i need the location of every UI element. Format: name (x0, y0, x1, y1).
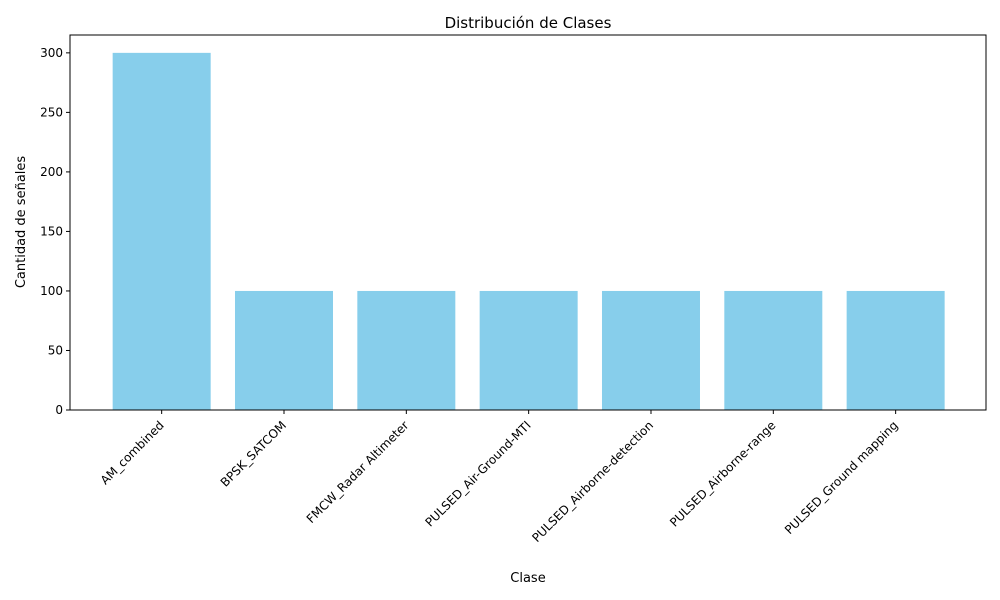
y-tick-label: 250 (40, 105, 63, 119)
bar (724, 290, 823, 410)
x-tick-label: AM_combined (98, 418, 167, 487)
y-axis: 0 50 100 150 200 250 300 (40, 46, 70, 417)
y-tick-label: 150 (40, 224, 63, 238)
bar (601, 290, 700, 410)
plot-frame (69, 34, 987, 411)
y-tick-label: 50 (48, 343, 63, 357)
y-tick-label: 0 (55, 403, 63, 417)
x-axis-label: Clase (510, 571, 545, 586)
x-tick-label: BPSK_SATCOM (218, 418, 289, 489)
x-tick-label: PULSED_Airborne-range (667, 418, 778, 529)
x-tick-label: FMCW_Radar Altimeter (304, 418, 412, 526)
chart-title: Distribución de Clases (445, 14, 612, 32)
x-tick-label: PULSED_Air-Ground-MTI (423, 418, 534, 529)
bar (357, 290, 456, 410)
bars-group (112, 52, 945, 410)
y-axis-label: Cantidad de señales (14, 156, 29, 289)
bar (846, 290, 945, 410)
bar (234, 290, 333, 410)
y-tick-label: 300 (40, 46, 63, 60)
y-tick-label: 200 (40, 165, 63, 179)
bar (112, 52, 211, 410)
y-tick-label: 100 (40, 284, 63, 298)
bar (479, 290, 578, 410)
x-tick-label: PULSED_Airborne-detection (529, 418, 656, 545)
x-axis: AM_combined BPSK_SATCOM FMCW_Radar Altimet… (98, 410, 901, 545)
x-tick-label: PULSED_Ground mapping (782, 418, 901, 537)
